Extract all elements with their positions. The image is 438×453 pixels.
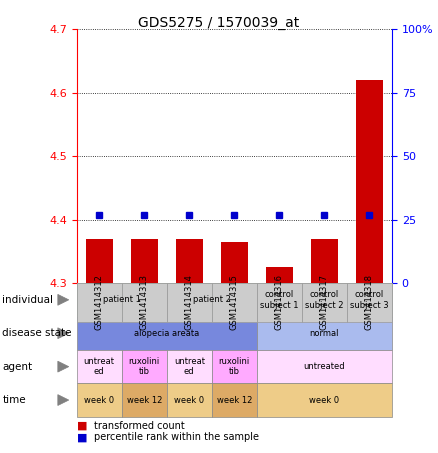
Text: alopecia areata: alopecia areata: [134, 329, 199, 338]
Text: untreated: untreated: [304, 362, 345, 371]
Text: week 0: week 0: [309, 395, 339, 405]
Text: patient 1: patient 1: [103, 295, 141, 304]
Text: transformed count: transformed count: [94, 420, 185, 431]
Text: ■: ■: [77, 432, 87, 443]
Text: GSM1414318: GSM1414318: [365, 275, 374, 330]
Text: percentile rank within the sample: percentile rank within the sample: [94, 432, 259, 443]
Text: week 12: week 12: [217, 395, 252, 405]
Text: ■: ■: [77, 420, 87, 431]
Text: control
subject 2: control subject 2: [305, 290, 344, 309]
Bar: [356, 80, 383, 283]
Bar: [86, 239, 113, 283]
Text: week 0: week 0: [84, 395, 114, 405]
Text: GSM1414313: GSM1414313: [140, 275, 149, 330]
Bar: [221, 242, 248, 283]
Text: normal: normal: [310, 329, 339, 338]
Text: week 0: week 0: [174, 395, 205, 405]
Text: ruxolini
tib: ruxolini tib: [219, 357, 250, 376]
Text: agent: agent: [2, 361, 32, 371]
Text: GSM1414316: GSM1414316: [275, 275, 284, 330]
Bar: [176, 239, 203, 283]
Text: control
subject 1: control subject 1: [260, 290, 299, 309]
Text: disease state: disease state: [2, 328, 72, 338]
Bar: [311, 239, 338, 283]
Bar: [266, 267, 293, 283]
Text: ruxolini
tib: ruxolini tib: [129, 357, 160, 376]
Text: GSM1414315: GSM1414315: [230, 275, 239, 330]
Text: GSM1414317: GSM1414317: [320, 275, 329, 330]
Text: individual: individual: [2, 295, 53, 305]
Text: control
subject 3: control subject 3: [350, 290, 389, 309]
Text: GSM1414312: GSM1414312: [95, 275, 104, 330]
Text: GDS5275 / 1570039_at: GDS5275 / 1570039_at: [138, 16, 300, 30]
Text: time: time: [2, 395, 26, 405]
Text: patient 2: patient 2: [193, 295, 231, 304]
Text: GSM1414314: GSM1414314: [185, 275, 194, 330]
Text: week 12: week 12: [127, 395, 162, 405]
Text: untreat
ed: untreat ed: [84, 357, 115, 376]
Text: untreat
ed: untreat ed: [174, 357, 205, 376]
Bar: [131, 239, 158, 283]
